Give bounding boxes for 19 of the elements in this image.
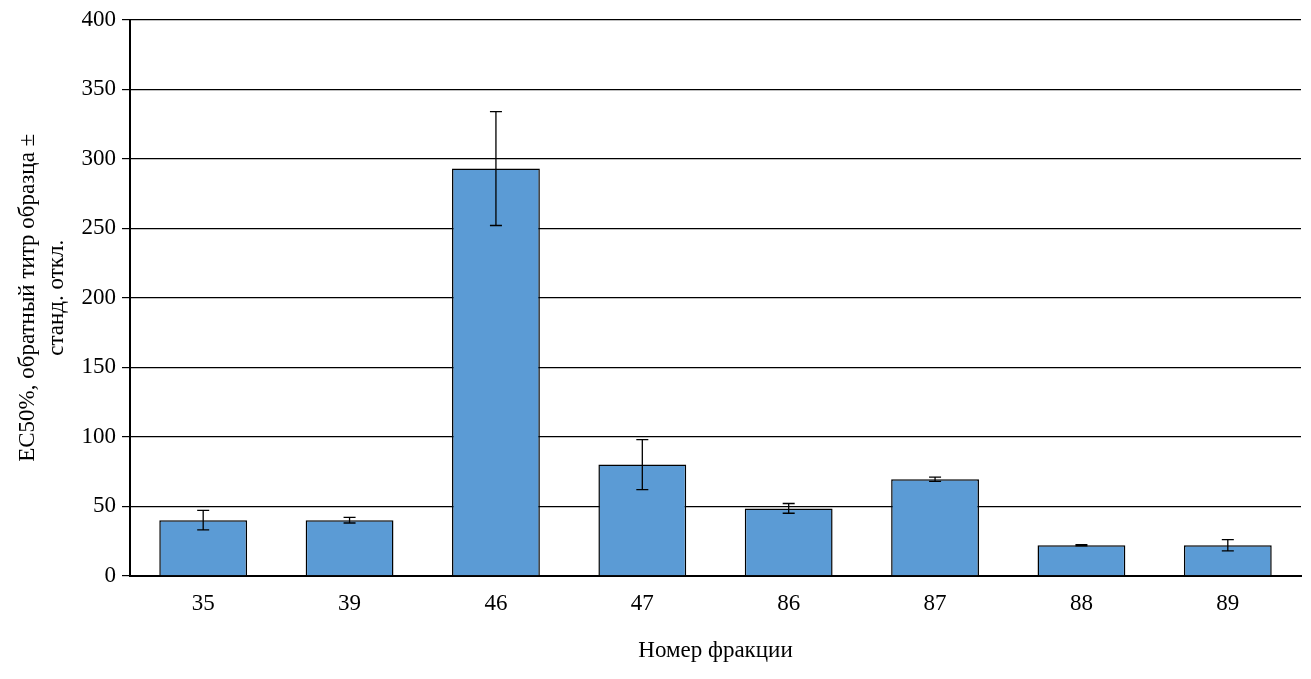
- y-tick-label: 350: [81, 75, 116, 101]
- y-tick-label: 50: [93, 492, 116, 518]
- y-tick-label: 200: [81, 283, 116, 309]
- y-tick-label: 400: [81, 5, 116, 31]
- x-tick-label: 47: [630, 589, 654, 615]
- x-tick-label: 88: [1069, 589, 1093, 615]
- x-tick-label: 39: [338, 589, 362, 615]
- x-tick-label: 86: [777, 589, 801, 615]
- x-tick-label: 46: [484, 589, 508, 615]
- y-tick-label: 150: [81, 353, 116, 379]
- x-axis-title: Номер фракции: [638, 637, 793, 663]
- y-tick-label: 300: [81, 144, 116, 170]
- y-axis-title: EC50%, обратный титр образца ± станд. откл.: [14, 133, 69, 462]
- x-tick-label: 87: [923, 589, 947, 615]
- x-tick-label: 89: [1216, 589, 1240, 615]
- x-tick-label: 35: [191, 589, 215, 615]
- y-tick-label: 250: [81, 214, 116, 240]
- y-tick-label: 100: [81, 422, 116, 448]
- y-tick-label: 0: [104, 561, 116, 587]
